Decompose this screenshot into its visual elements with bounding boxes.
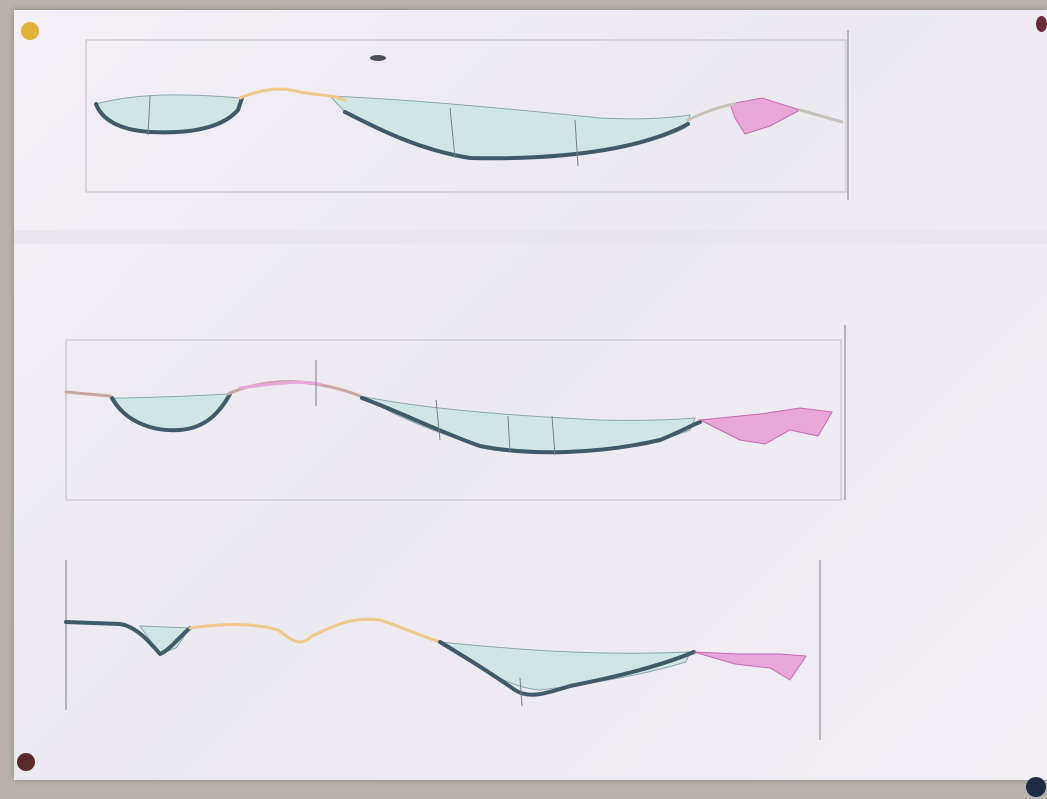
- bed-line-3a: [64, 620, 192, 656]
- pink-outcrop-1: [729, 97, 802, 135]
- ice-body-2a: [109, 393, 229, 431]
- bed-line-3b: [438, 640, 696, 697]
- bed-line-2a: [110, 392, 232, 433]
- frame-2: [65, 339, 842, 501]
- cross-section-3: [64, 560, 821, 740]
- tick-1a: [147, 95, 151, 136]
- ice-body-1b: [328, 95, 691, 159]
- ink-mark-1: [370, 55, 386, 61]
- tick-1c: [574, 119, 579, 167]
- pushpin-bottom-left: [17, 753, 35, 771]
- frame-1: [85, 39, 847, 193]
- surface-line-1-right: [686, 102, 844, 124]
- tick-3a: [519, 677, 523, 707]
- fold-shadow: [14, 230, 1047, 244]
- bed-line-1b: [343, 110, 690, 161]
- surface-line-3: [188, 617, 442, 644]
- cross-section-1: [85, 30, 849, 200]
- pink-outcrop-2: [698, 407, 833, 445]
- pushpin-top-left: [21, 22, 39, 40]
- surface-line-1: [238, 87, 347, 102]
- cross-section-2: [64, 325, 846, 501]
- tick-2d: [551, 415, 556, 456]
- tick-1b: [449, 107, 456, 159]
- bed-line-2b: [360, 396, 702, 455]
- bed-line-1a: [94, 96, 244, 135]
- pushpin-bottom-right: [1026, 777, 1046, 797]
- pink-outcrop-3: [693, 651, 807, 681]
- pushpin-top-right: [1036, 16, 1047, 32]
- tick-2c: [507, 415, 511, 453]
- surface-line-2-pink: [238, 380, 322, 390]
- tick-2b: [435, 399, 441, 441]
